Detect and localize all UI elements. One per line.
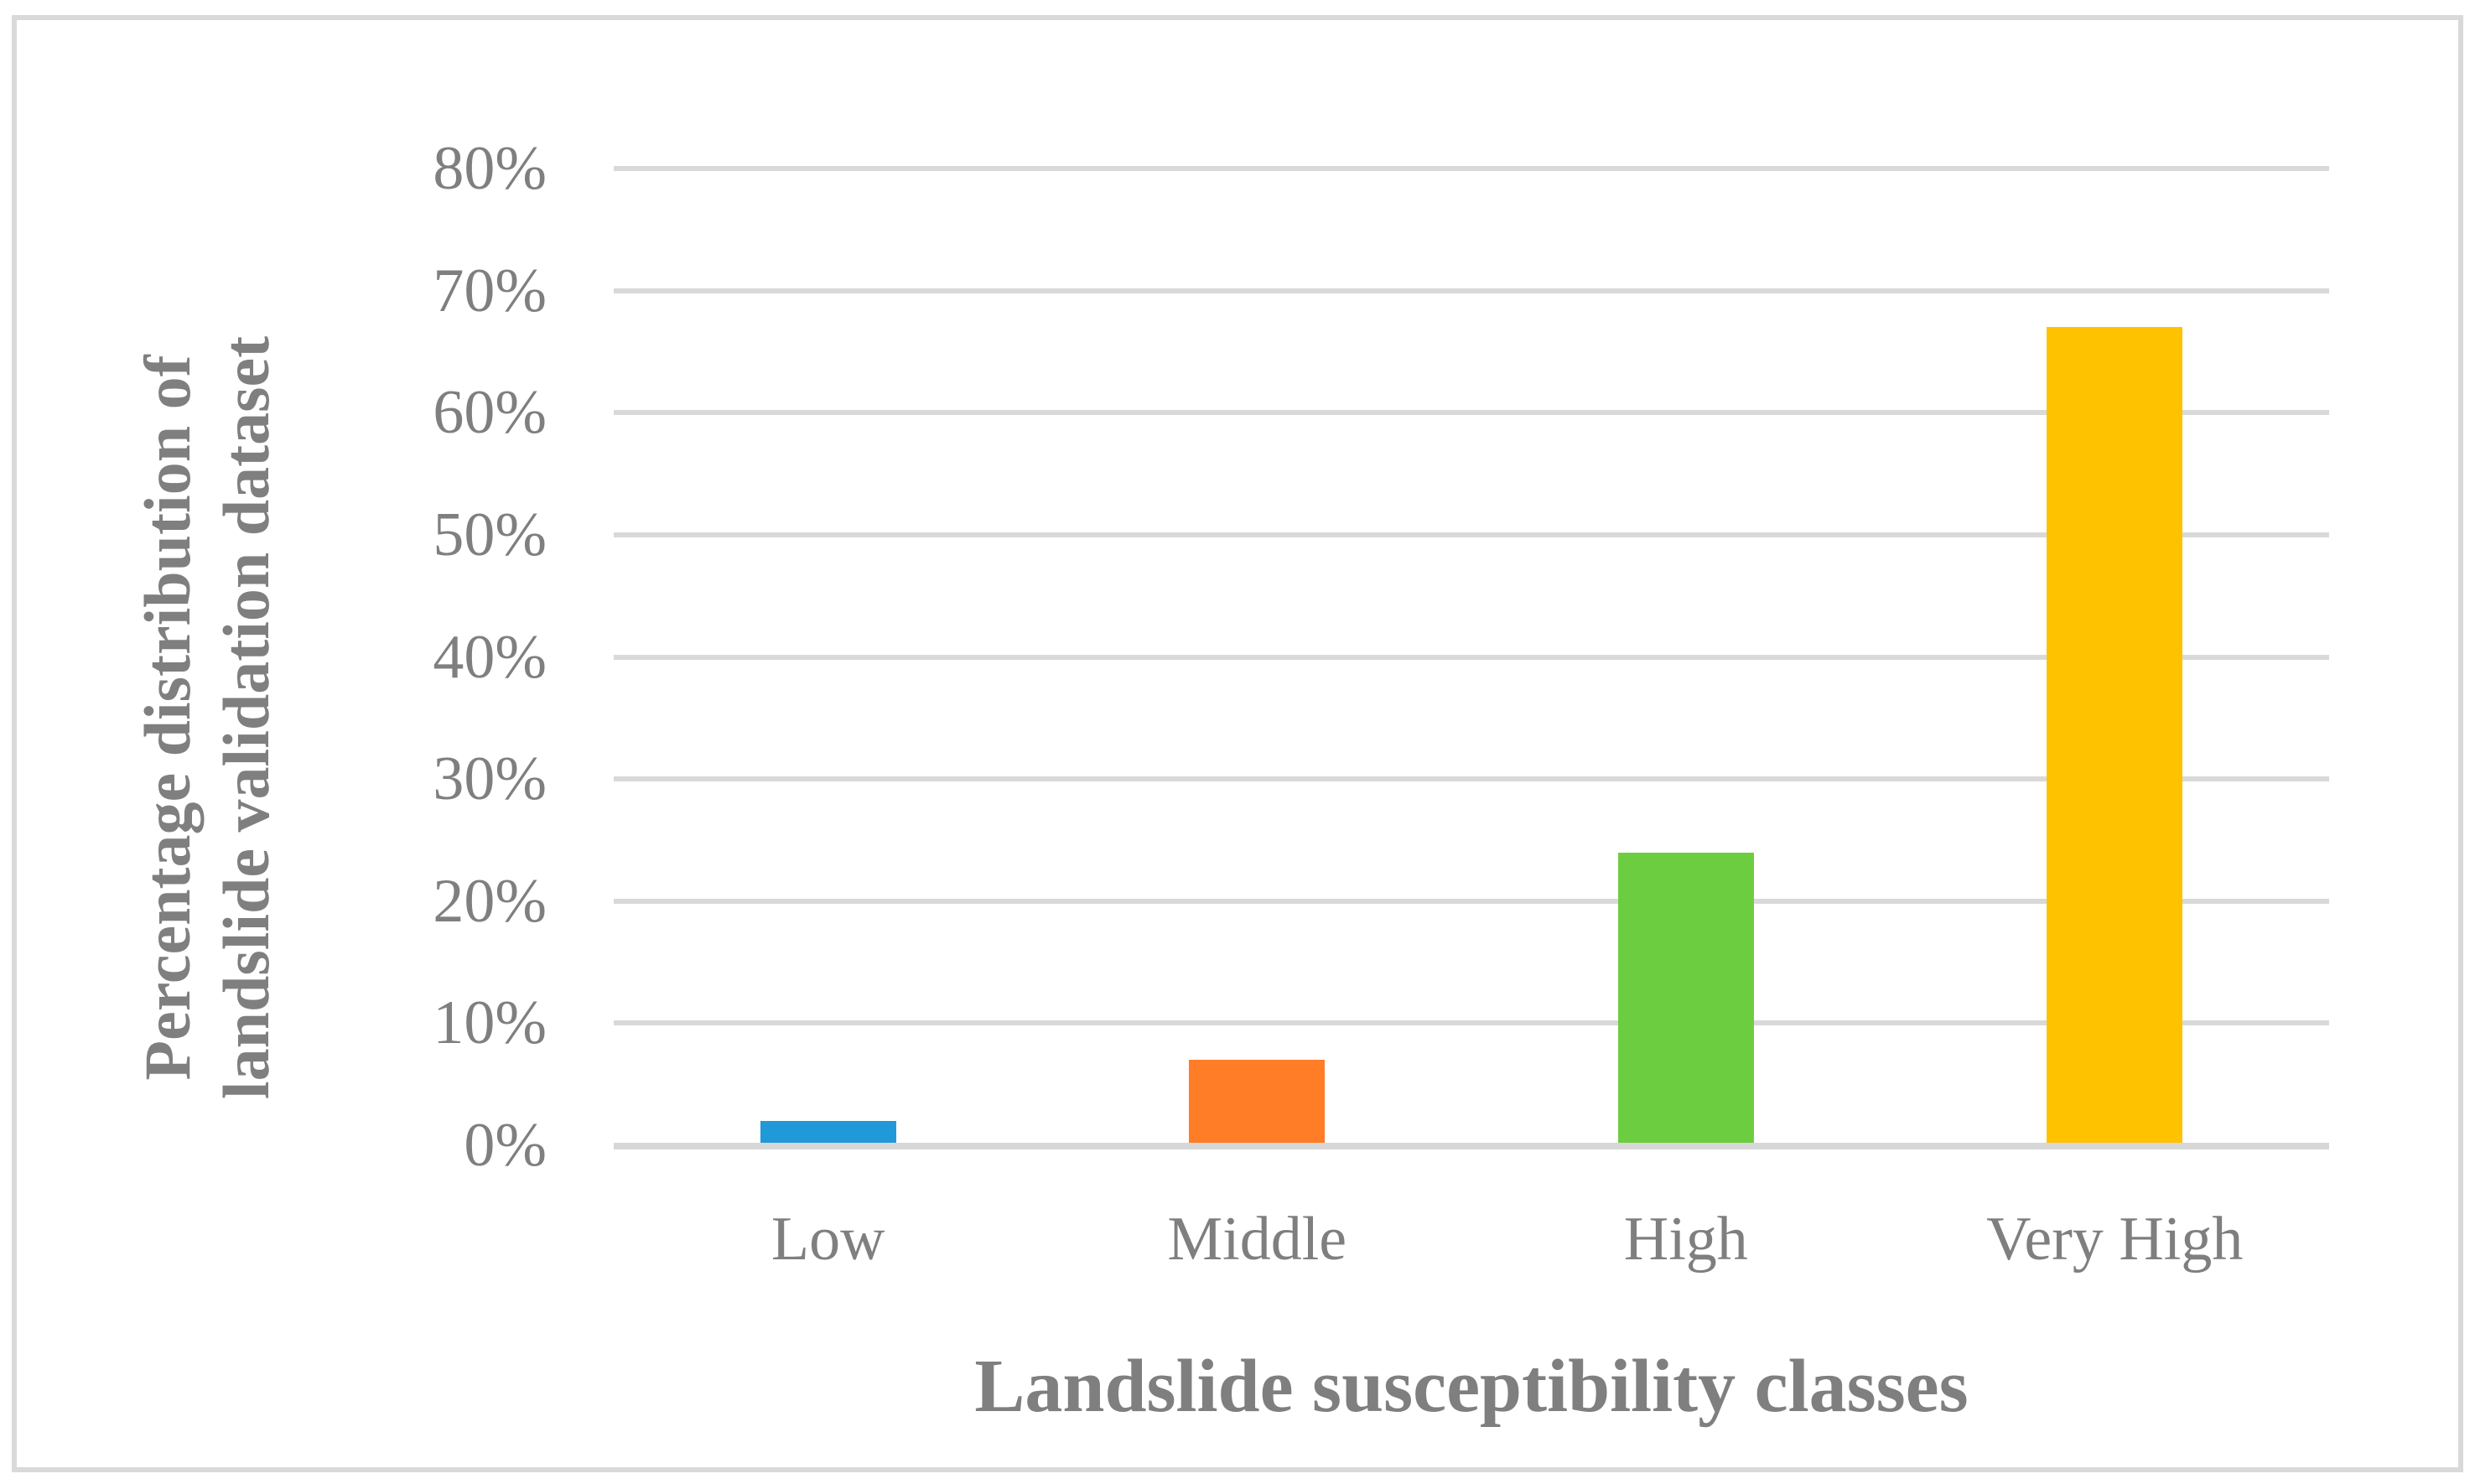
plot-area — [614, 166, 2329, 1145]
y-tick-label-0pct: 0% — [464, 1111, 547, 1180]
y-axis-title-line-1: Percentage distribution of — [131, 355, 204, 1081]
gridline-60pct — [614, 410, 2329, 416]
gridline-30pct — [614, 776, 2329, 782]
figure-border — [12, 15, 2463, 1472]
y-tick-label-40pct: 40% — [433, 622, 547, 692]
y-axis-title: Percentage distribution of landslide val… — [128, 189, 288, 1246]
gridline-10pct — [614, 1020, 2329, 1026]
gridline-20pct — [614, 898, 2329, 904]
y-tick-label-30pct: 30% — [433, 745, 547, 814]
bar-low — [760, 1120, 896, 1145]
category-label-high: High — [1623, 1205, 1748, 1274]
gridline-50pct — [614, 532, 2329, 537]
bar-high — [1617, 852, 1754, 1145]
bar-very-high — [2047, 327, 2183, 1145]
x-axis-line — [614, 1143, 2329, 1149]
y-tick-label-70pct: 70% — [433, 256, 547, 325]
y-axis-title-line-2: landslide validation dataset — [209, 335, 283, 1100]
y-tick-label-80pct: 80% — [433, 134, 547, 203]
y-tick-label-20pct: 20% — [433, 866, 547, 936]
bar-middle — [1189, 1060, 1326, 1145]
gridline-70pct — [614, 288, 2329, 293]
y-tick-label-50pct: 50% — [433, 500, 547, 569]
category-label-low: Low — [771, 1205, 885, 1274]
category-label-middle: Middle — [1167, 1205, 1347, 1274]
y-tick-label-60pct: 60% — [433, 378, 547, 448]
gridline-80pct — [614, 166, 2329, 171]
gridline-40pct — [614, 654, 2329, 660]
category-label-very-high: Very High — [1986, 1205, 2244, 1274]
x-axis-title: Landslide susceptibility classes — [974, 1345, 1969, 1428]
y-tick-label-10pct: 10% — [433, 988, 547, 1058]
